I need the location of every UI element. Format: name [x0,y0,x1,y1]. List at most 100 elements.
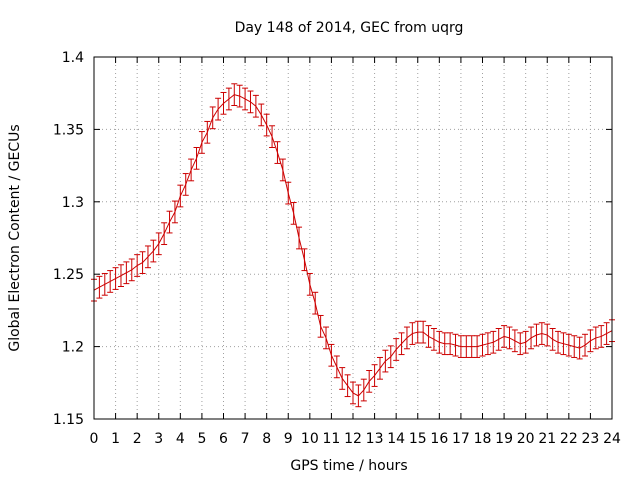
error-bar [528,326,535,350]
x-tick-label: 3 [154,431,163,447]
error-bar [107,270,114,293]
grid [94,57,612,419]
x-tick-label: 0 [90,431,99,447]
error-bar [96,275,103,299]
error-bar [128,258,135,282]
error-bar [425,325,432,348]
error-bar [587,329,594,353]
x-tick-label: 20 [517,431,535,447]
error-bar [123,261,130,285]
error-bar [441,332,448,356]
error-bar [409,322,416,345]
error-bar [155,232,162,256]
error-bar [414,320,421,344]
error-bar [139,251,146,274]
tick-labels: 0 1 2 3 4 5 6 7 8 9 10 11 12 13 14 15 16 17 18 19 20 21 22 23 24… [53,50,621,447]
y-tick-label: 1.25 [53,267,84,283]
error-bar [382,349,389,373]
x-tick-label: 22 [560,431,578,447]
error-bar [457,335,464,358]
error-bar [511,329,518,353]
error-bar [134,254,141,277]
error-bar [549,328,556,351]
error-bar [285,181,292,205]
error-bar [279,158,286,182]
error-bar [430,328,437,351]
x-tick-label: 9 [284,431,293,447]
error-bar [544,323,551,347]
x-tick-label: 1 [111,431,120,447]
error-bar [344,374,351,398]
x-tick-label: 18 [474,431,492,447]
error-bar [312,291,319,315]
x-tick-label: 16 [430,431,448,447]
error-bar [555,330,562,354]
error-bar [463,335,470,358]
x-tick-label: 11 [323,431,341,447]
error-bar [117,264,124,288]
error-bar [306,272,313,296]
error-bar [571,335,578,358]
error-bar [474,335,481,358]
error-bar [538,322,545,345]
error-bar [603,322,610,345]
x-tick-label: 7 [241,431,250,447]
error-bar [150,239,157,263]
axis-ticks [93,56,613,420]
y-tick-label: 1.2 [62,340,84,356]
error-bar [209,106,216,130]
x-tick-label: 17 [452,431,470,447]
error-bar [447,332,454,356]
error-bar [317,314,324,338]
error-bar [220,91,227,115]
error-bar [490,330,497,354]
error-bar [323,326,330,350]
error-bar [166,210,173,234]
error-bar [376,356,383,380]
error-bar [360,378,367,402]
error-bar [193,147,200,170]
error-bar [215,97,222,121]
error-bar [247,90,254,114]
error-bar [436,330,443,354]
x-tick-label: 12 [344,431,362,447]
error-bar [501,325,508,348]
error-bar [242,87,249,111]
data-series [91,83,615,408]
y-tick-label: 1.3 [62,195,84,211]
error-bar [182,173,189,196]
y-tick-label: 1.15 [53,412,84,428]
error-bar [258,103,265,127]
error-bar [188,158,195,182]
error-bar [225,87,232,111]
error-bar [231,83,238,107]
x-tick-label: 10 [301,431,319,447]
error-bar [296,226,303,250]
x-tick-label: 15 [409,431,427,447]
error-bar [171,200,178,224]
y-tick-label: 1.4 [62,50,84,66]
x-tick-label: 13 [366,431,384,447]
error-bar [452,333,459,357]
error-bar [252,94,259,118]
x-tick-label: 14 [387,431,405,447]
chart-title: Day 148 of 2014, GEC from uqrg [235,20,464,36]
error-bar [506,326,513,350]
error-bar [495,328,502,351]
error-bar [592,326,599,350]
x-tick-label: 5 [197,431,206,447]
x-axis-title: GPS time / hours [290,458,407,474]
x-tick-label: 24 [603,431,621,447]
error-bar [339,367,346,390]
error-bar [560,332,567,356]
error-bar [301,248,308,272]
error-bar [177,184,184,208]
error-bar [582,333,589,357]
error-bar [576,336,583,360]
error-bar [371,364,378,387]
error-bar [398,332,405,356]
error-bar [263,113,270,137]
error-bar [517,332,524,356]
x-tick-label: 19 [495,431,513,447]
error-bar [484,332,491,356]
